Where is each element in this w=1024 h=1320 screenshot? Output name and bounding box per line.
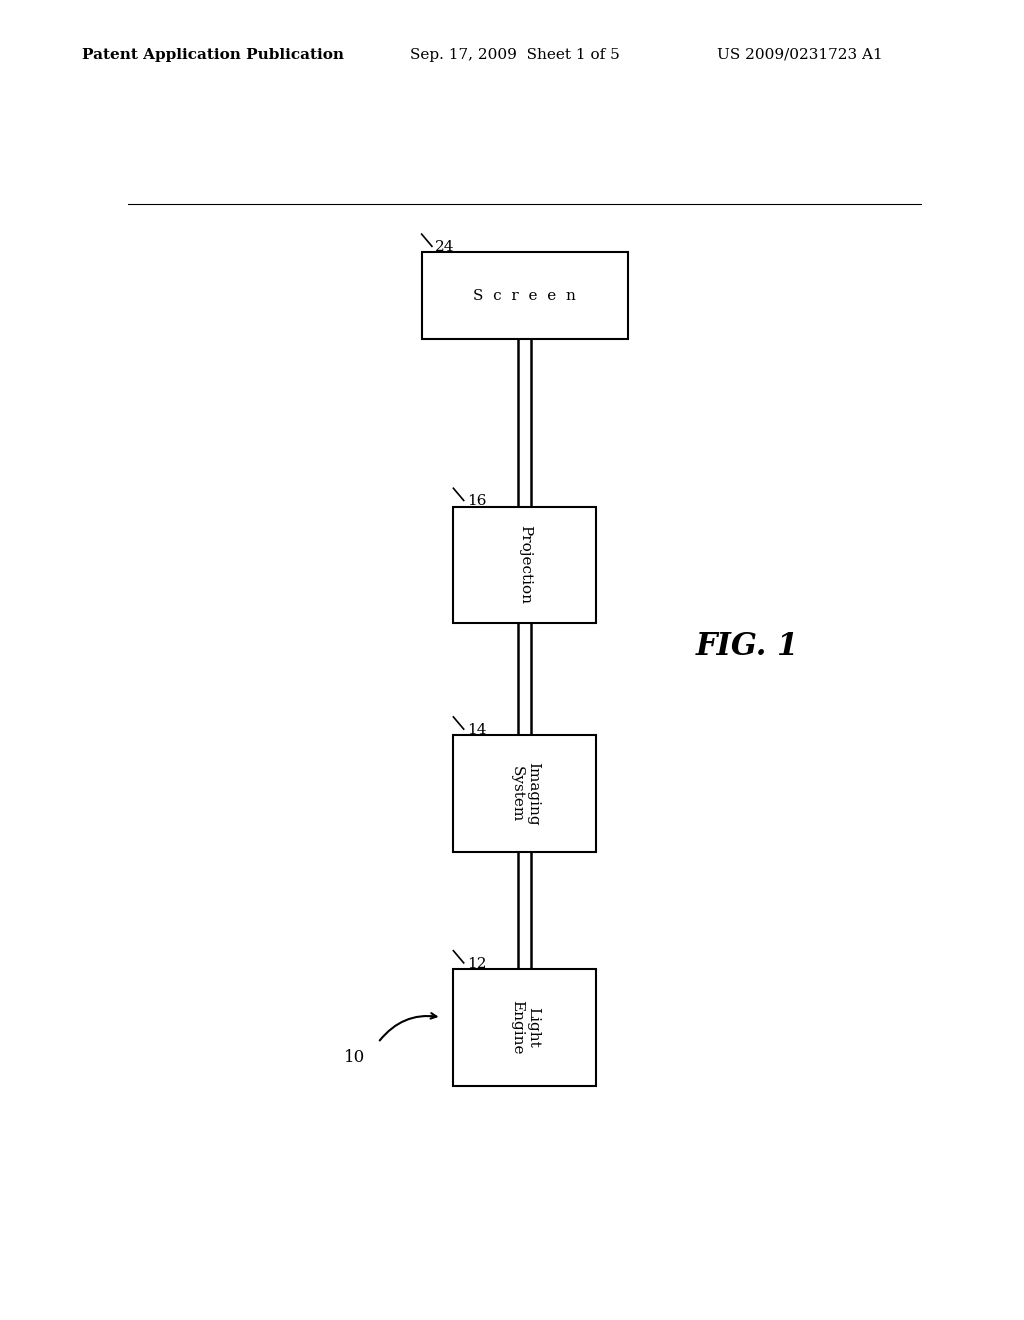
- Bar: [454, 507, 596, 623]
- Bar: [454, 735, 596, 853]
- Text: US 2009/0231723 A1: US 2009/0231723 A1: [717, 48, 883, 62]
- Bar: [454, 969, 596, 1086]
- Text: 12: 12: [467, 957, 486, 972]
- Text: Light
Engine: Light Engine: [510, 1001, 540, 1055]
- Text: 10: 10: [343, 1049, 365, 1067]
- Text: 24: 24: [435, 240, 455, 255]
- Text: Patent Application Publication: Patent Application Publication: [82, 48, 344, 62]
- Text: Projection: Projection: [518, 525, 531, 605]
- Text: 14: 14: [467, 723, 486, 737]
- Text: Imaging
System: Imaging System: [510, 762, 540, 825]
- Text: 16: 16: [467, 495, 486, 508]
- Text: S  c  r  e  e  n: S c r e e n: [473, 289, 577, 302]
- Bar: [422, 252, 628, 339]
- Text: Sep. 17, 2009  Sheet 1 of 5: Sep. 17, 2009 Sheet 1 of 5: [410, 48, 620, 62]
- Text: FIG. 1: FIG. 1: [695, 631, 799, 661]
